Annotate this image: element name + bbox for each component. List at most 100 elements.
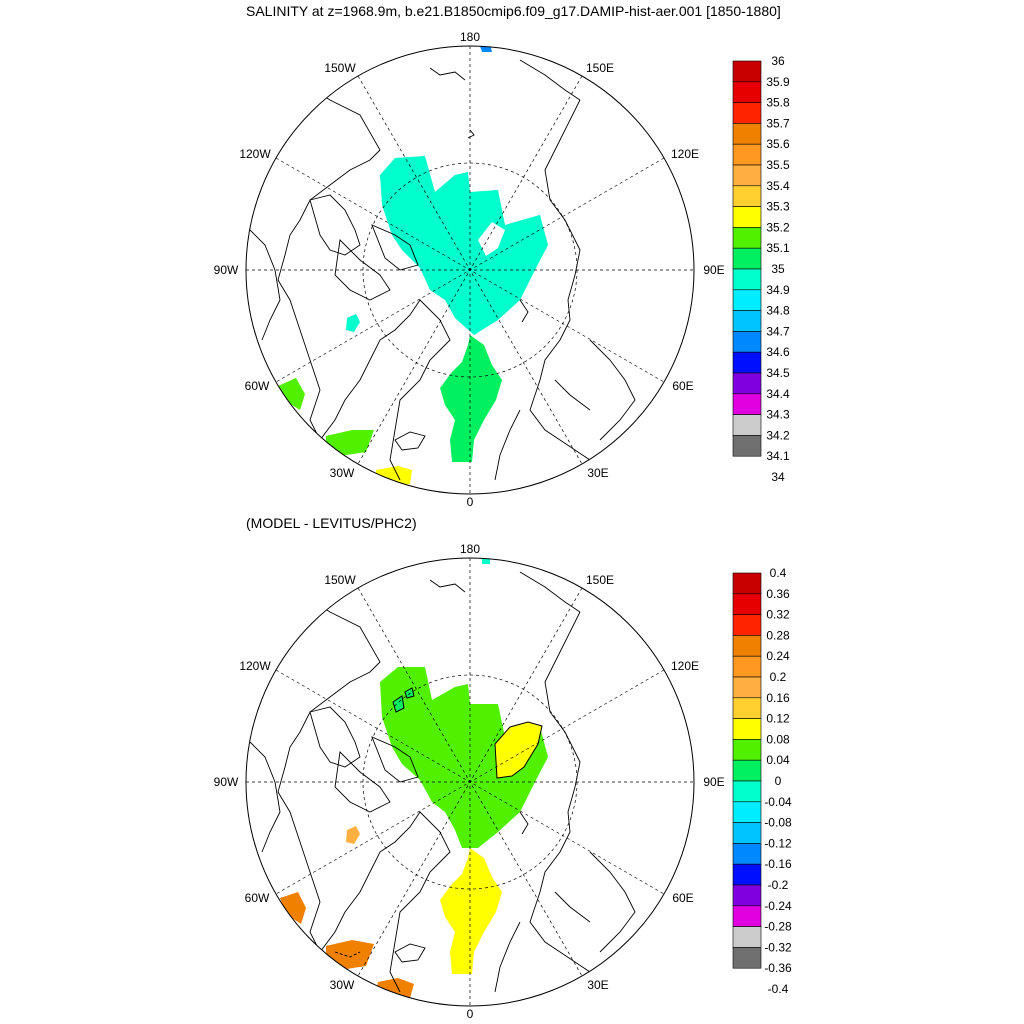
salinity-colorbar-label: 35.5: [766, 158, 790, 172]
difference-field-nordic: [326, 940, 374, 970]
salinity-colorbar-label: 34: [771, 470, 785, 484]
lon-label-90e: 90E: [703, 263, 724, 277]
difference-colorbar-swatch: [732, 593, 762, 615]
salinity-colorbar-swatch: [732, 393, 762, 415]
difference-field-small-ring-1: [392, 695, 405, 713]
difference-field-small-patch: [346, 826, 360, 844]
lon-label-120w: 120W: [239, 659, 271, 673]
difference-colorbar-swatch: [732, 739, 762, 761]
salinity-colorbar-swatch: [732, 414, 762, 436]
difference-colorbar-label: -0.28: [764, 920, 792, 934]
difference-colorbar-swatch: [732, 655, 762, 678]
difference-colorbar-label: 0.16: [766, 691, 790, 705]
difference-colorbar-label: -0.32: [764, 940, 792, 954]
difference-colorbar-swatch: [732, 822, 762, 844]
difference-field-pacific: [482, 558, 490, 564]
lon-label-120e: 120E: [671, 659, 699, 673]
difference-colorbar-swatch: [732, 905, 762, 927]
salinity-colorbar-swatch: [732, 268, 762, 291]
lon-label-90w: 90W: [214, 775, 239, 789]
lon-label-30e: 30E: [587, 466, 608, 480]
difference-colorbar-label: 0.4: [770, 566, 787, 580]
difference-colorbar-swatch: [732, 926, 762, 948]
salinity-colorbar: 36 35.9 35.8 35.7 35.6 35.5 35.4 35.3 35.2 35.1 35…: [732, 54, 790, 484]
difference-colorbar-label: 0.28: [766, 628, 790, 642]
lon-label-30w: 30W: [330, 978, 355, 992]
difference-colorbar-label: 0.2: [770, 670, 787, 684]
map-boundary-difference: [245, 557, 695, 1007]
longitude-labels: 180 150W 150E 120W 120E 90W 90E 60W 60E …: [214, 30, 725, 509]
difference-colorbar-label: -0.16: [764, 857, 792, 871]
salinity-colorbar-swatch: [732, 435, 762, 457]
difference-colorbar-label: -0.24: [764, 899, 792, 913]
lon-label-60w: 60W: [245, 379, 270, 393]
difference-field-high-patch: [494, 721, 543, 779]
lon-label-120w: 120W: [239, 147, 271, 161]
difference-colorbar-label: 0.04: [766, 753, 790, 767]
salinity-colorbar-swatch: [732, 351, 762, 374]
salinity-field-nordic: [326, 430, 374, 456]
figure-title: SALINITY at z=1968.9m, b.e21.B1850cmip6.…: [246, 3, 781, 19]
difference-colorbar-swatch: [732, 801, 762, 823]
lon-label-150e: 150E: [586, 61, 614, 75]
salinity-colorbar-label: 34.1: [766, 449, 790, 463]
salinity-field-small-patch: [346, 314, 360, 332]
lon-label-90w: 90W: [214, 263, 239, 277]
difference-field-labrador: [280, 892, 306, 924]
difference-field-small-ring-2: [404, 687, 415, 699]
difference-colorbar-swatch: [732, 863, 762, 886]
difference-colorbar-swatch: [732, 676, 762, 699]
salinity-field-atlantic-inflow: [440, 335, 502, 462]
lon-label-180: 180: [460, 30, 480, 44]
difference-colorbar-label: -0.12: [764, 836, 792, 850]
salinity-colorbar-swatch: [732, 123, 762, 145]
salinity-colorbar-swatch: [732, 331, 762, 353]
salinity-colorbar-label: 35.9: [766, 75, 790, 89]
salinity-colorbar-label: 35.3: [766, 200, 790, 214]
salinity-field-pacific: [480, 46, 492, 52]
difference-colorbar-swatch: [732, 614, 762, 636]
salinity-colorbar-label: 34.6: [766, 345, 790, 359]
salinity-colorbar-swatch: [732, 206, 762, 228]
difference-colorbar-swatch: [732, 947, 762, 969]
salinity-colorbar-swatch: [732, 185, 762, 207]
salinity-polar-map: 180 150W 150E 120W 120E 90W 90E 60W 60E …: [214, 30, 790, 509]
difference-colorbar-label: -0.08: [764, 816, 792, 830]
salinity-colorbar-label: 34.7: [766, 324, 790, 338]
salinity-colorbar-label: 34.2: [766, 428, 790, 442]
difference-colorbar-swatch: [732, 780, 762, 803]
salinity-colorbar-label: 35: [771, 262, 785, 276]
lon-label-30w: 30W: [330, 466, 355, 480]
longitude-labels-difference: 180 150W 150E 120W 120E 90W 90E 60W 60E …: [214, 542, 725, 1021]
lon-label-150e: 150E: [586, 573, 614, 587]
difference-colorbar-label: 0.36: [766, 587, 790, 601]
lon-label-150w: 150W: [324, 573, 356, 587]
salinity-colorbar-label: 35.4: [766, 179, 790, 193]
lon-label-180: 180: [460, 542, 480, 556]
difference-colorbar-swatch: [732, 759, 762, 782]
graticule: [246, 46, 694, 494]
salinity-colorbar-swatch: [732, 81, 762, 103]
salinity-field-labrador: [278, 378, 305, 410]
coastlines-difference: [249, 571, 636, 993]
lon-label-60e: 60E: [672, 379, 693, 393]
difference-colorbar-label: 0.32: [766, 608, 790, 622]
difference-colorbar: 0.4 0.36 0.32 0.28 0.24 0.2 0.16 0.12 0.08 0.04 0 -…: [732, 566, 792, 996]
lon-label-0: 0: [467, 1007, 474, 1021]
difference-colorbar-swatch: [732, 843, 762, 865]
coastlines: [249, 59, 636, 481]
salinity-colorbar-label: 34.8: [766, 304, 790, 318]
lon-label-90e: 90E: [703, 775, 724, 789]
difference-colorbar-swatch: [732, 635, 762, 657]
difference-colorbar-label: -0.4: [768, 982, 789, 996]
salinity-colorbar-label: 35.1: [766, 241, 790, 255]
salinity-colorbar-swatch: [732, 164, 762, 187]
lon-label-120e: 120E: [671, 147, 699, 161]
difference-colorbar-label: -0.2: [768, 878, 789, 892]
salinity-colorbar-label: 34.5: [766, 366, 790, 380]
salinity-colorbar-swatch: [732, 372, 762, 395]
salinity-colorbar-label: 34.3: [766, 408, 790, 422]
salinity-colorbar-label: 34.4: [766, 387, 790, 401]
difference-colorbar-label: 0: [775, 774, 782, 788]
